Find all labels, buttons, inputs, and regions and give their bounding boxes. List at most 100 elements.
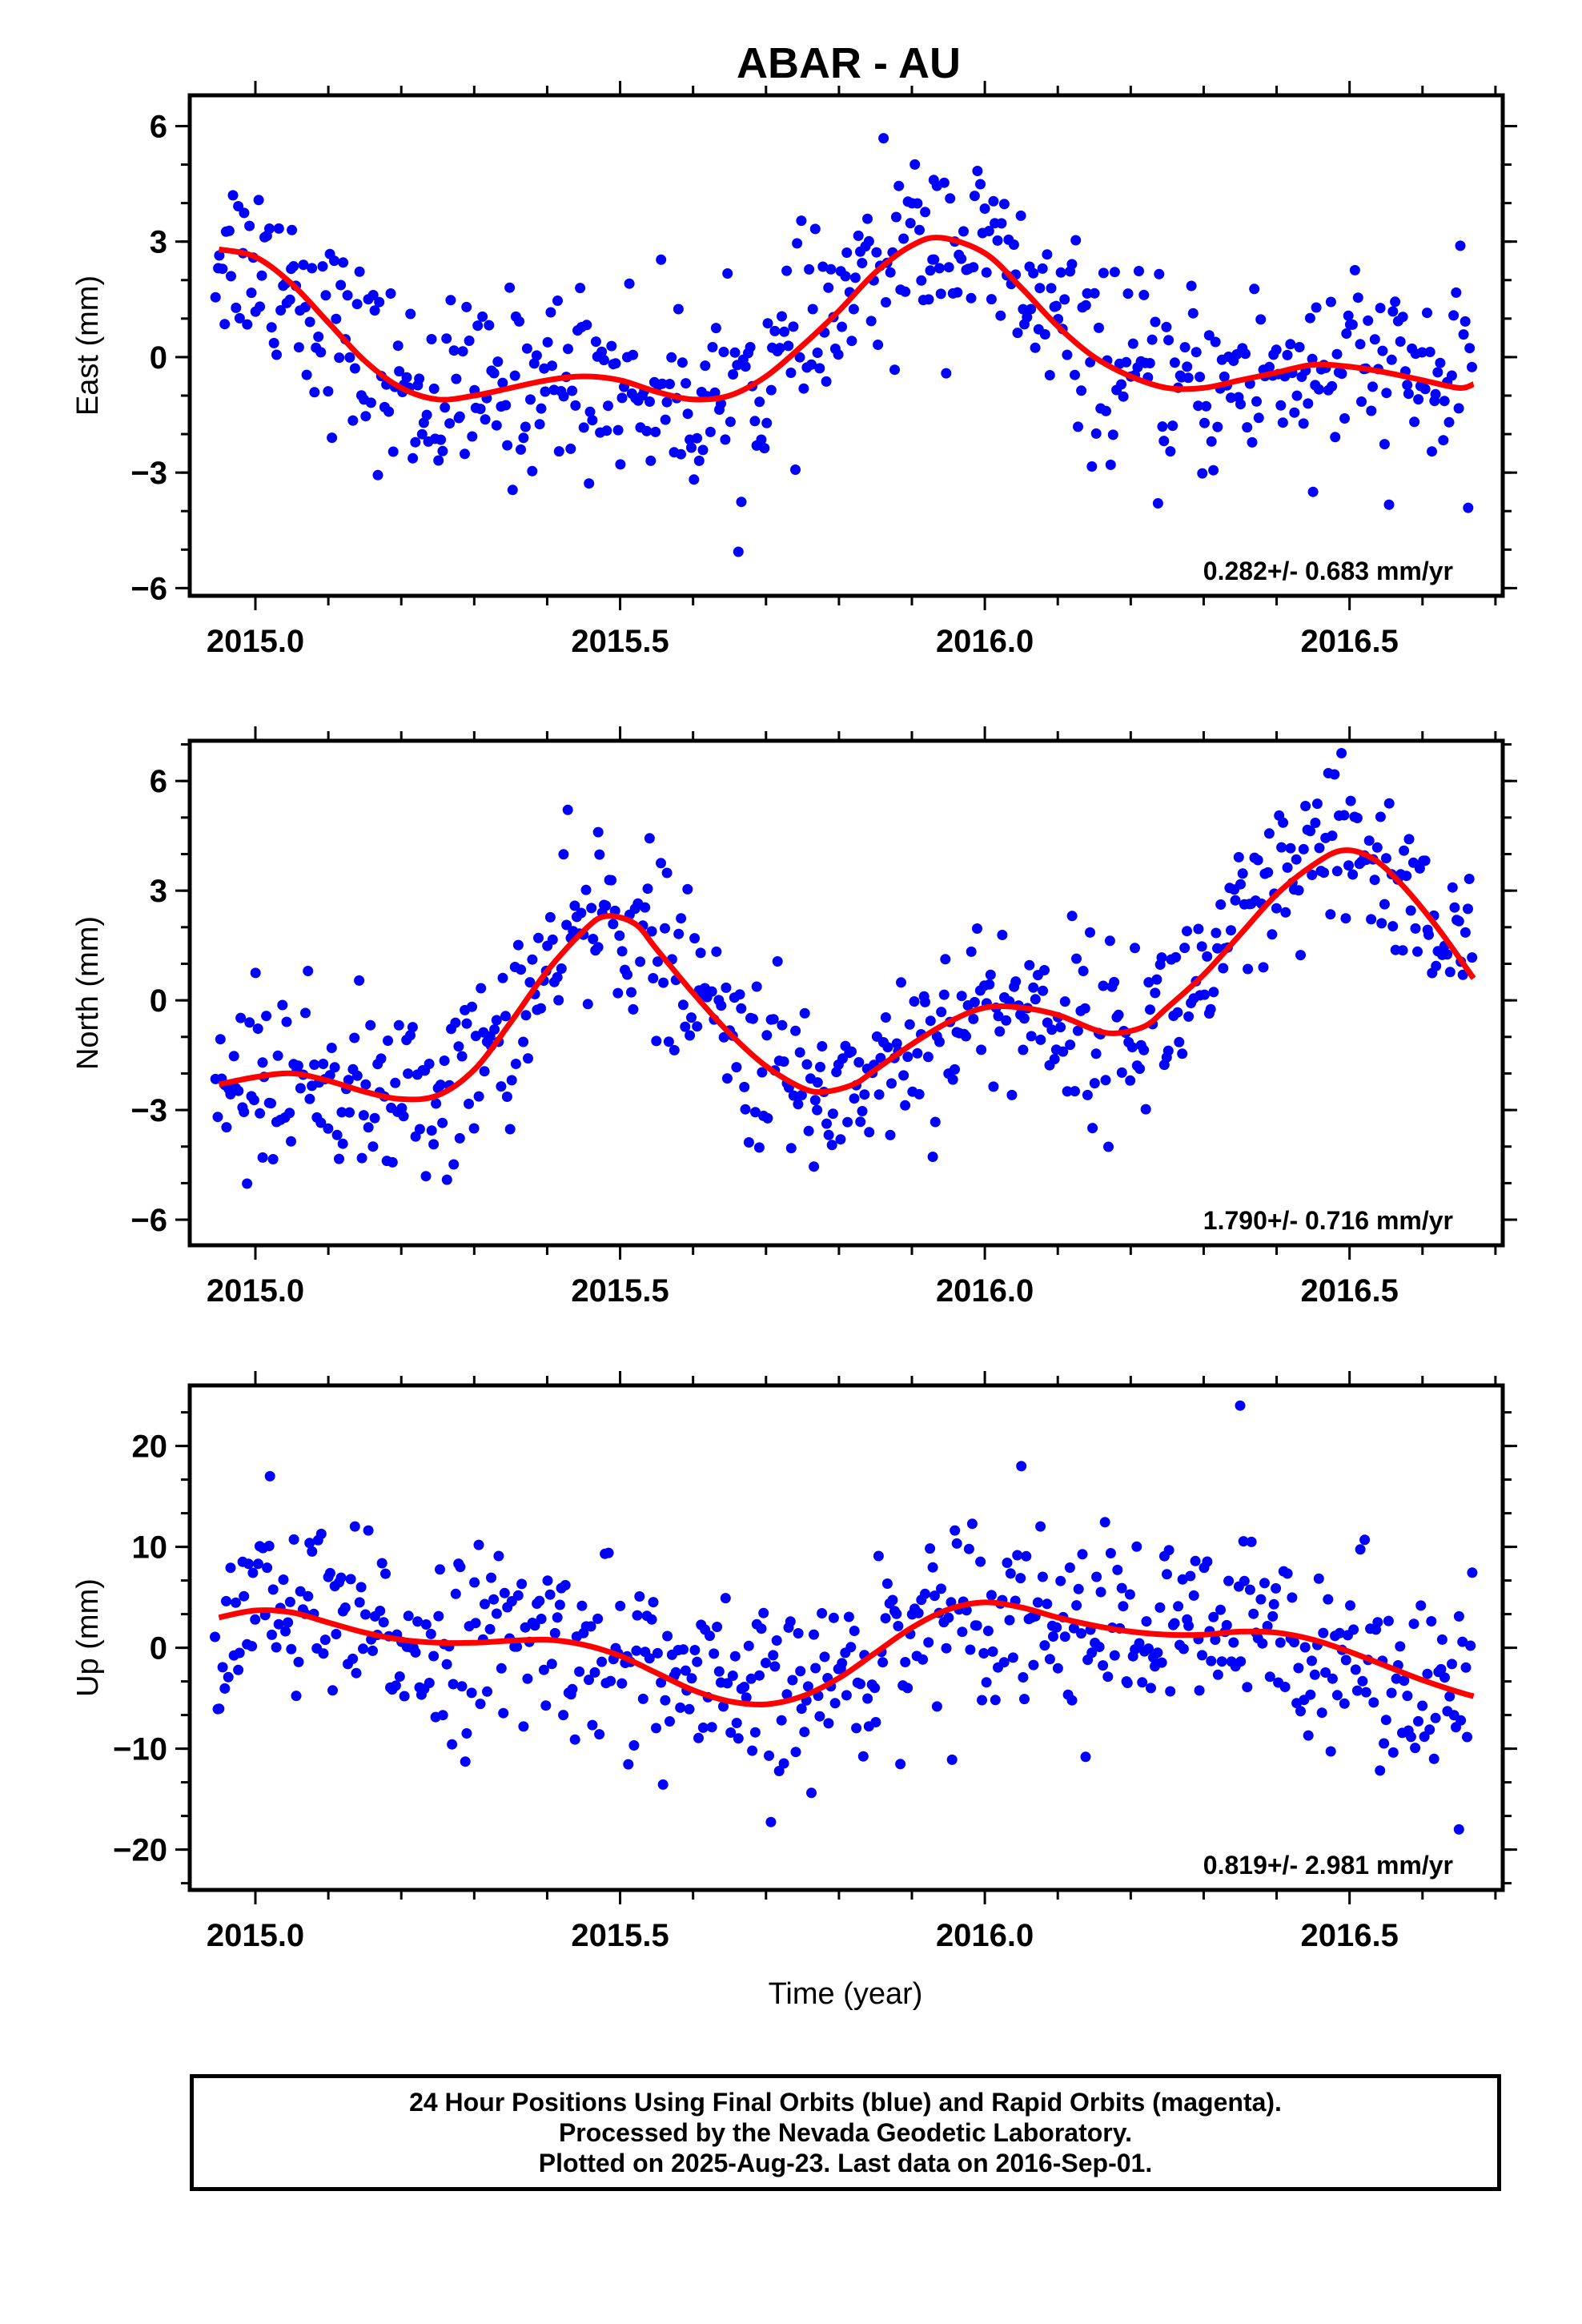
data-point — [748, 1013, 758, 1024]
data-point — [733, 1733, 744, 1744]
data-point — [1442, 949, 1453, 960]
data-point — [250, 1614, 261, 1625]
data-point — [1186, 280, 1197, 292]
data-point — [1435, 1663, 1447, 1675]
data-point — [909, 996, 920, 1007]
velocity-rate-label: 1.790+/- 0.716 mm/yr — [1203, 1206, 1453, 1235]
data-point — [506, 1075, 517, 1086]
data-point — [390, 1077, 401, 1088]
data-point — [454, 1132, 465, 1144]
data-point — [1235, 1400, 1246, 1411]
data-point — [628, 1740, 640, 1751]
data-point — [646, 1614, 657, 1625]
data-point — [246, 287, 257, 299]
data-point — [1177, 1574, 1188, 1585]
data-point — [823, 1129, 834, 1140]
data-point — [846, 1046, 857, 1057]
data-point — [642, 883, 653, 895]
data-point — [387, 446, 399, 457]
data-point — [1311, 302, 1322, 313]
data-point — [1271, 1582, 1282, 1594]
y-tick-label: 0 — [150, 983, 167, 1019]
data-point — [651, 1035, 662, 1047]
y-axis-label: East (mm) — [71, 275, 105, 416]
data-point — [590, 336, 601, 348]
data-point — [1010, 976, 1022, 987]
data-point — [1203, 330, 1215, 341]
data-point — [1397, 312, 1408, 323]
y-tick-label: −3 — [130, 456, 167, 491]
data-point — [675, 1702, 686, 1713]
data-point — [295, 1586, 306, 1597]
data-point — [288, 1534, 299, 1545]
data-point — [1368, 1697, 1379, 1708]
data-point — [1379, 1738, 1390, 1749]
data-point — [525, 394, 536, 405]
data-point — [1015, 210, 1026, 221]
data-point — [244, 220, 255, 231]
data-point — [450, 1017, 461, 1028]
data-point — [665, 1716, 675, 1727]
y-tick-label: −6 — [130, 571, 167, 606]
data-point — [453, 1041, 464, 1052]
data-point — [1367, 381, 1378, 392]
data-point — [799, 1007, 810, 1019]
data-point — [318, 1059, 329, 1069]
data-point — [1357, 1675, 1368, 1687]
data-point — [871, 247, 882, 258]
data-point — [345, 1574, 356, 1585]
data-point — [1263, 828, 1275, 839]
data-point — [461, 1018, 472, 1029]
data-point — [790, 1025, 801, 1036]
data-point — [925, 1015, 936, 1027]
data-point — [226, 271, 236, 282]
data-point — [437, 445, 448, 456]
data-point — [1122, 1678, 1133, 1688]
data-point — [790, 1747, 801, 1758]
data-point — [360, 411, 371, 422]
data-point — [587, 1719, 598, 1731]
data-point — [360, 1079, 371, 1090]
data-point — [1422, 308, 1432, 319]
data-point — [1179, 943, 1191, 954]
data-point — [993, 1011, 1004, 1022]
data-point — [1340, 1655, 1351, 1666]
data-point — [1113, 1009, 1124, 1020]
data-point — [1258, 962, 1269, 973]
data-point — [542, 1575, 553, 1586]
data-point — [1391, 1673, 1402, 1684]
data-point — [930, 1116, 941, 1128]
data-point — [900, 286, 911, 297]
data-point — [705, 1630, 715, 1642]
data-point — [1413, 1715, 1423, 1727]
data-point — [1105, 459, 1116, 470]
data-point — [634, 1591, 645, 1602]
data-point — [889, 364, 900, 376]
data-point — [1316, 1707, 1327, 1719]
data-points — [210, 133, 1477, 557]
data-point — [1380, 853, 1391, 864]
data-point — [398, 1111, 409, 1122]
data-point — [1449, 902, 1460, 913]
data-point — [335, 279, 347, 291]
data-point — [1095, 1586, 1106, 1598]
data-point — [304, 1538, 315, 1549]
data-point — [938, 989, 950, 1000]
data-point — [1188, 1590, 1199, 1601]
data-point — [869, 1683, 881, 1694]
data-point — [1277, 417, 1288, 428]
data-point — [680, 1021, 691, 1032]
data-point — [695, 947, 706, 959]
data-point — [538, 1664, 549, 1675]
data-point — [351, 299, 363, 310]
data-point — [293, 1656, 304, 1667]
data-point — [1072, 1025, 1083, 1036]
data-point — [981, 1677, 992, 1688]
data-point — [616, 392, 628, 404]
data-point — [673, 304, 684, 315]
data-point — [375, 1053, 387, 1064]
data-point — [657, 1779, 669, 1790]
data-point — [1064, 1562, 1075, 1573]
data-point — [1325, 296, 1336, 308]
data-point — [662, 1630, 673, 1642]
